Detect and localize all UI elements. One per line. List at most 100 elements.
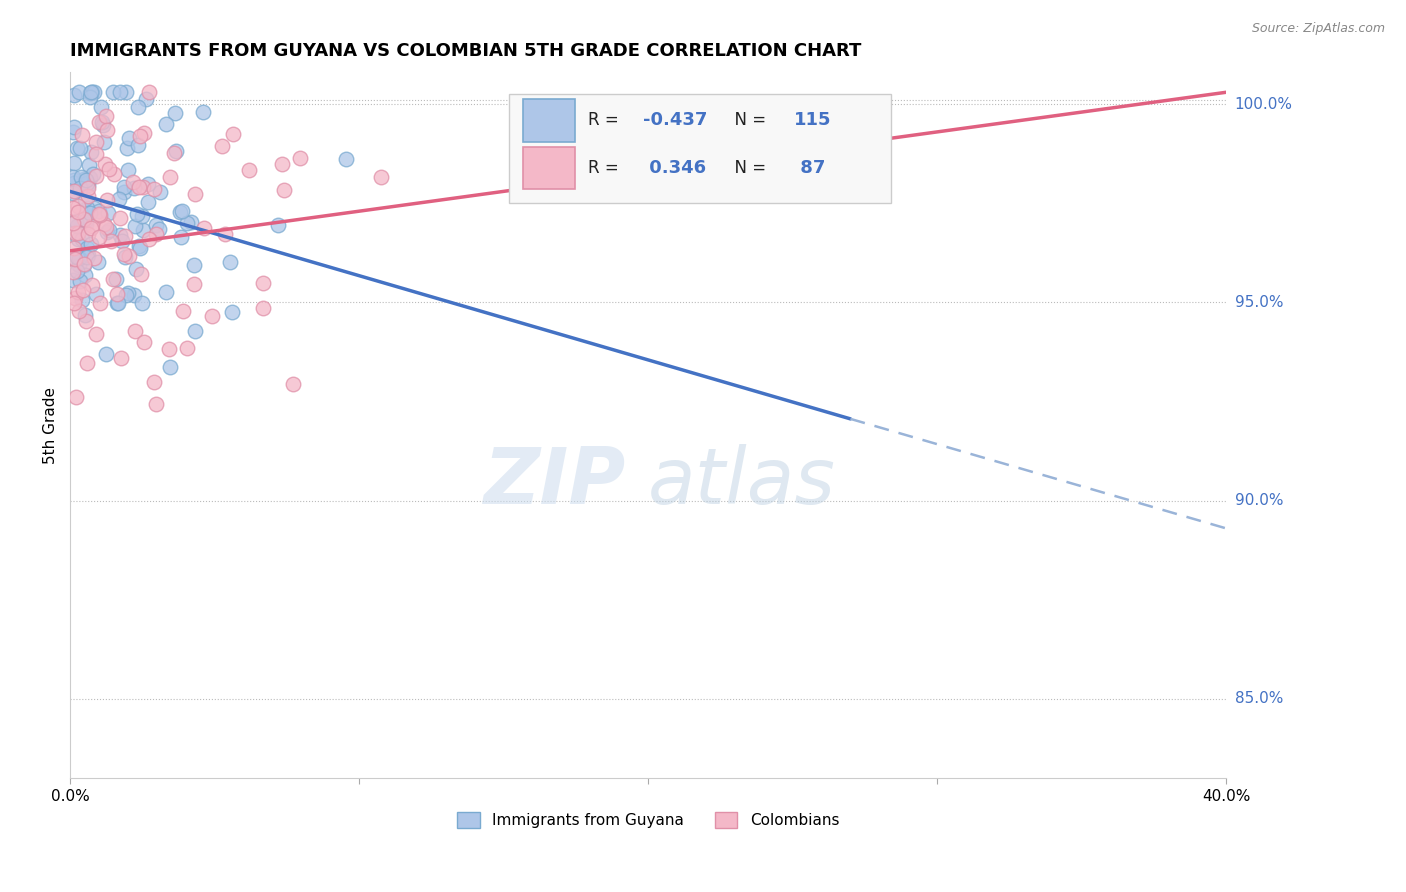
Text: N =: N = — [724, 112, 772, 129]
Point — [83, 251, 105, 265]
Point — [67, 304, 90, 318]
Point — [80, 221, 103, 235]
Point — [103, 271, 125, 285]
Y-axis label: 5th Grade: 5th Grade — [44, 387, 58, 464]
Point — [165, 105, 187, 120]
Point — [183, 277, 205, 291]
Point — [77, 227, 100, 241]
Point — [281, 376, 304, 391]
Point — [70, 170, 93, 185]
Point — [170, 204, 193, 219]
Point — [67, 285, 90, 299]
Point — [176, 216, 198, 230]
Point — [200, 309, 222, 323]
Point — [184, 187, 207, 202]
Point — [170, 229, 193, 244]
FancyBboxPatch shape — [509, 94, 891, 203]
Point — [128, 239, 150, 253]
Point — [222, 127, 245, 141]
Point — [86, 255, 108, 269]
Point — [67, 205, 90, 219]
Point — [96, 194, 118, 208]
Point — [127, 207, 149, 221]
Point — [118, 249, 141, 263]
Point — [180, 215, 202, 229]
Point — [290, 151, 312, 165]
Point — [67, 199, 90, 213]
Point — [62, 186, 84, 200]
Point — [79, 237, 101, 252]
Point — [76, 178, 98, 193]
Point — [145, 218, 167, 232]
Point — [80, 145, 103, 160]
Text: 0.346: 0.346 — [644, 159, 707, 177]
Point — [103, 167, 125, 181]
Point — [94, 219, 117, 234]
Point — [65, 390, 87, 404]
Point — [73, 192, 96, 206]
Point — [62, 125, 84, 139]
Point — [114, 250, 136, 264]
Point — [90, 100, 112, 114]
Point — [115, 141, 138, 155]
Point — [172, 303, 194, 318]
Point — [104, 271, 127, 285]
Point — [62, 272, 84, 286]
Point — [63, 120, 86, 135]
Point — [73, 268, 96, 282]
Point — [80, 85, 103, 99]
Point — [72, 232, 94, 246]
Point — [335, 152, 357, 166]
Point — [89, 208, 111, 222]
Point — [149, 185, 172, 199]
Text: R =: R = — [588, 159, 624, 177]
Point — [73, 258, 96, 272]
Point — [66, 264, 89, 278]
Text: ZIP: ZIP — [482, 444, 624, 520]
Point — [96, 109, 118, 123]
Point — [183, 258, 205, 272]
Point — [267, 218, 290, 232]
Point — [94, 347, 117, 361]
Point — [138, 232, 160, 246]
Point — [62, 265, 84, 279]
Point — [105, 287, 128, 301]
Point — [132, 223, 155, 237]
Point — [69, 274, 91, 288]
Point — [214, 227, 236, 242]
Point — [98, 223, 121, 237]
Point — [63, 252, 86, 266]
Point — [115, 85, 138, 99]
Point — [63, 184, 86, 198]
Point — [63, 184, 86, 198]
Point — [132, 126, 155, 140]
Point — [108, 211, 131, 225]
Point — [131, 296, 153, 310]
Point — [62, 202, 84, 216]
Point — [65, 252, 87, 266]
Point — [131, 267, 153, 281]
Text: 85.0%: 85.0% — [1234, 691, 1282, 706]
Text: 87: 87 — [794, 159, 825, 177]
Point — [77, 248, 100, 262]
Point — [129, 241, 152, 255]
Point — [62, 176, 84, 190]
Point — [91, 118, 114, 132]
Point — [101, 85, 124, 99]
Point — [82, 167, 104, 181]
Point — [84, 286, 107, 301]
Point — [112, 185, 135, 199]
Point — [112, 179, 135, 194]
Point — [145, 397, 167, 411]
Point — [73, 172, 96, 186]
Point — [76, 356, 98, 370]
Point — [73, 257, 96, 271]
Point — [114, 228, 136, 243]
Point — [134, 92, 156, 106]
Point — [75, 173, 97, 187]
Point — [62, 88, 84, 103]
Point — [107, 192, 129, 206]
Point — [108, 228, 131, 243]
Point — [93, 135, 115, 149]
Point — [97, 206, 120, 220]
